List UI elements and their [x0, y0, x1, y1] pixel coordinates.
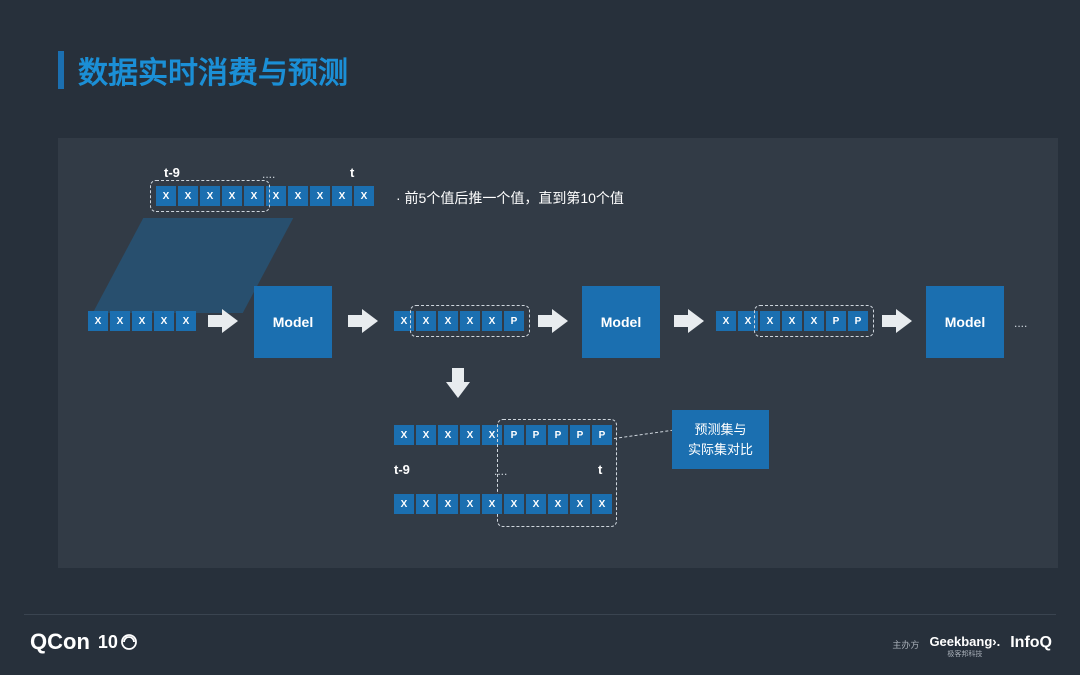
dashed-group-seq3 [754, 305, 874, 337]
sequence-cell: X [460, 425, 480, 445]
sequence-cell: X [716, 311, 736, 331]
model-box-3: Model [926, 286, 1004, 358]
arrow-down-icon [446, 368, 470, 398]
footer-divider [24, 614, 1056, 615]
anniversary-icon [120, 633, 138, 651]
sequence-cell: X [526, 494, 546, 514]
arrow-right-icon [348, 309, 378, 333]
title-accent-bar [58, 51, 64, 89]
content-panel: t-9 .... t XXXXXXXXXX · 前5个值后推一个值，直到第10个… [58, 138, 1058, 568]
actual-sequence: XXXXXXXXXX [394, 494, 612, 514]
description-text: · 前5个值后推一个值，直到第10个值 [396, 188, 624, 208]
qcon-ten: 10 [98, 632, 118, 653]
arrow-right-icon [882, 309, 912, 333]
sequence-cell: X [416, 494, 436, 514]
arrow-right-icon [538, 309, 568, 333]
flow-continues-dots: .... [1014, 316, 1027, 330]
label-bottom-t: t [598, 462, 602, 477]
sequence-cell: X [110, 311, 130, 331]
dashed-group-top [150, 180, 270, 212]
brand-geekbang: Geekbang›. 极客邦科技 [929, 634, 1000, 659]
sequence-cell: X [310, 186, 330, 206]
arrow-right-icon [208, 309, 238, 333]
callout-connector [614, 430, 674, 439]
sequence-cell: X [132, 311, 152, 331]
sequence-cell: X [460, 494, 480, 514]
sequence-cell: X [354, 186, 374, 206]
slide-title: 数据实时消费与预测 [58, 48, 348, 92]
sequence-cell: X [482, 494, 502, 514]
footer-right: 主办方 Geekbang›. 极客邦科技 InfoQ [892, 634, 1052, 659]
sequence-cell: X [176, 311, 196, 331]
sequence-cell: X [154, 311, 174, 331]
callout-line1: 预测集与 [688, 420, 753, 440]
sequence-cell: X [592, 494, 612, 514]
footer-left: QCon 10 [30, 629, 138, 655]
label-bottom-dots: .... [494, 464, 507, 478]
sequence-cell: X [88, 311, 108, 331]
label-t: t [350, 165, 354, 180]
qcon-logo-text: QCon [30, 629, 90, 655]
sequence-cell: X [394, 425, 414, 445]
sequence-cell: X [504, 494, 524, 514]
label-dots-top: .... [262, 167, 275, 181]
label-t-minus-9: t-9 [164, 165, 180, 180]
model-box-1: Model [254, 286, 332, 358]
arrow-right-icon [674, 309, 704, 333]
sequence-cell: X [416, 425, 436, 445]
callout-line2: 实际集对比 [688, 440, 753, 460]
model-box-2: Model [582, 286, 660, 358]
dashed-group-seq2 [410, 305, 530, 337]
sequence-cell: X [332, 186, 352, 206]
sequence-cell: X [438, 425, 458, 445]
flow-seq-1: XXXXX [88, 311, 196, 331]
sequence-cell: X [438, 494, 458, 514]
label-bottom-t-minus-9: t-9 [394, 462, 410, 477]
sequence-cell: X [394, 494, 414, 514]
title-text: 数据实时消费与预测 [78, 48, 348, 92]
brand-infoq: InfoQ [1010, 634, 1052, 652]
sequence-cell: X [548, 494, 568, 514]
callout-box: 预测集与 实际集对比 [672, 410, 769, 469]
sponsor-label: 主办方 [892, 638, 919, 651]
sequence-cell: X [288, 186, 308, 206]
sequence-cell: X [570, 494, 590, 514]
